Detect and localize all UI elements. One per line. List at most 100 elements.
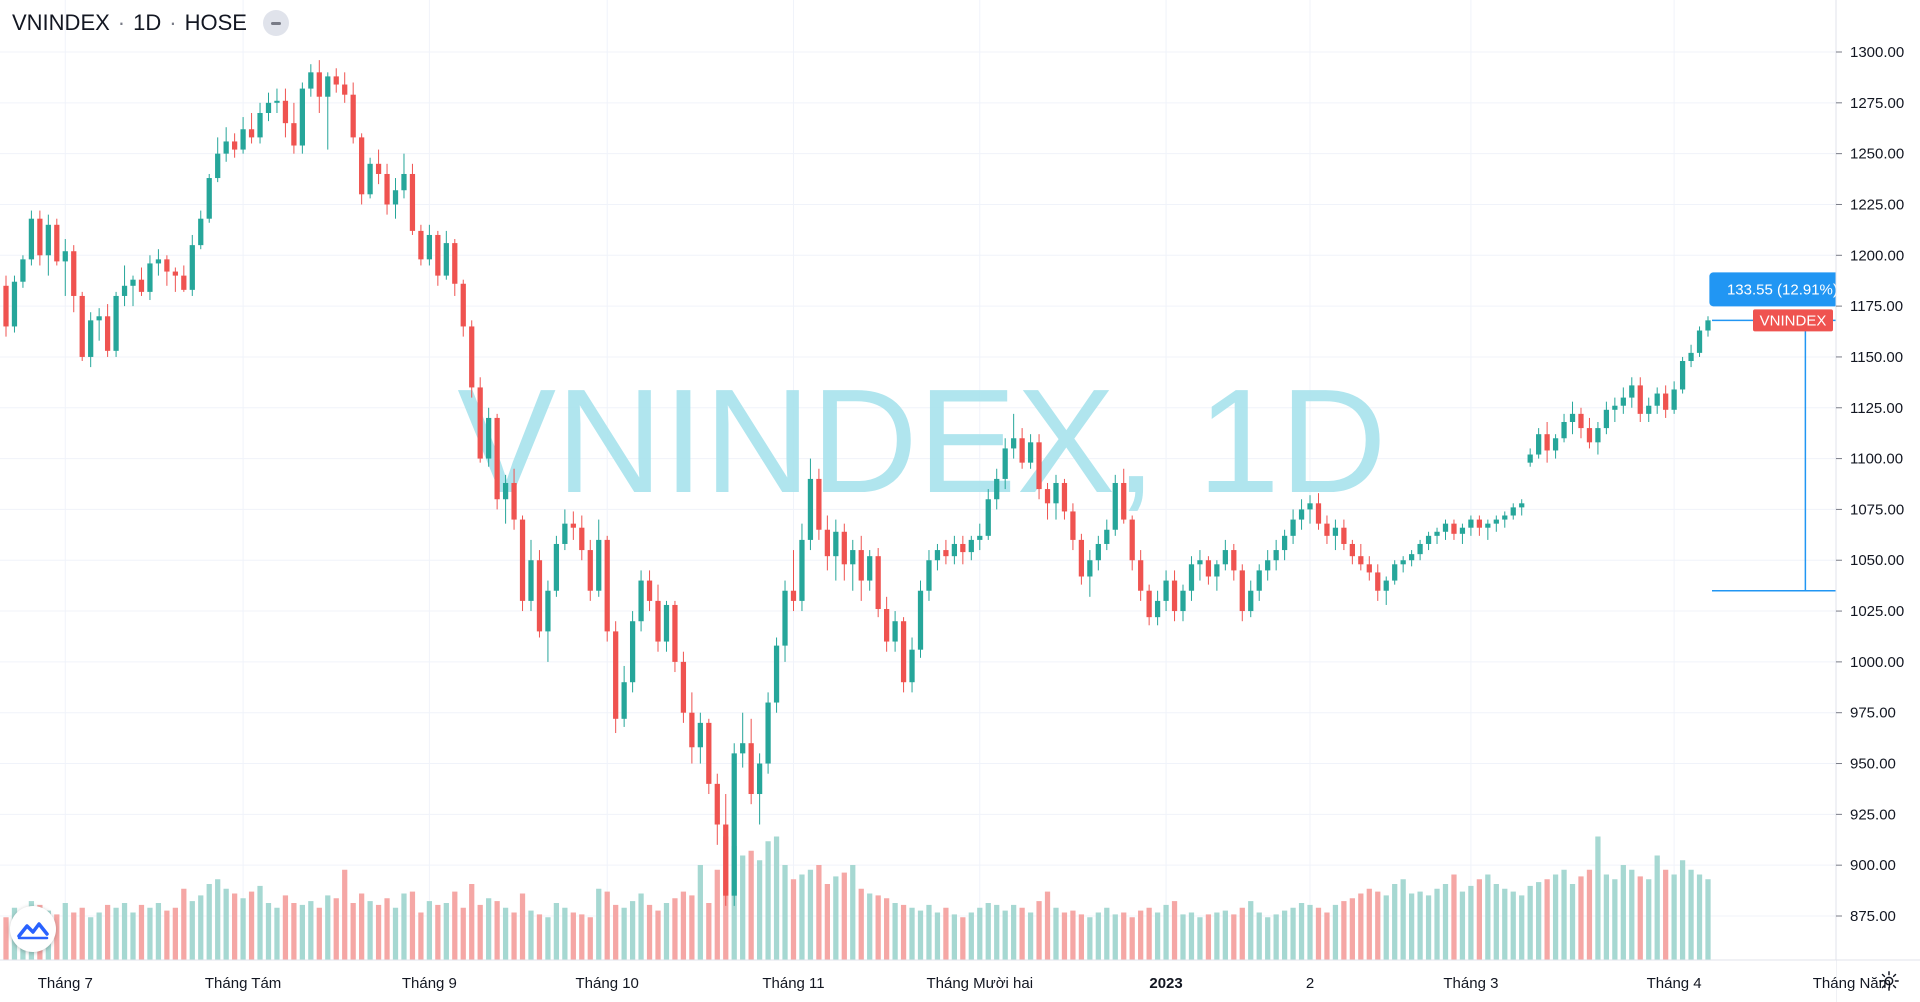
volume-bar — [215, 879, 221, 960]
candle-body — [511, 482, 517, 520]
symbol-header[interactable]: VNINDEX · 1D · HOSE — [12, 10, 289, 36]
volume-bar — [71, 912, 77, 960]
price-tick-label: 1275.00 — [1850, 95, 1904, 112]
candle — [968, 535, 974, 561]
candle — [629, 611, 636, 693]
candle-body — [1552, 438, 1559, 451]
candle — [604, 535, 610, 642]
volume-bar — [1061, 912, 1068, 960]
candle-body — [392, 190, 399, 205]
candle — [1696, 326, 1703, 357]
candle — [1104, 519, 1110, 551]
candle — [1002, 438, 1008, 490]
interval-label[interactable]: 1D — [133, 10, 162, 35]
candle-body — [740, 743, 746, 754]
volume-bar — [1468, 885, 1474, 960]
candle-body — [714, 783, 720, 825]
candle — [138, 267, 145, 296]
candle-body — [663, 604, 670, 642]
volume-bar — [1493, 884, 1499, 960]
candle-body — [164, 259, 170, 272]
candle-body — [172, 271, 178, 276]
candle — [782, 580, 788, 662]
candle — [164, 255, 170, 286]
gear-icon[interactable] — [1876, 968, 1902, 994]
volume-bar — [926, 904, 932, 960]
candle-layer — [3, 60, 1711, 906]
candle — [528, 539, 534, 612]
candle — [1544, 421, 1550, 463]
volume-bar — [1078, 914, 1085, 960]
volume-bar — [850, 865, 856, 960]
candle-body — [985, 499, 991, 536]
volume-bar — [1705, 879, 1711, 960]
candle — [130, 275, 136, 307]
volume-bar — [545, 917, 551, 960]
volume-bar — [54, 914, 60, 960]
candle-body — [1061, 482, 1068, 512]
candle-body — [181, 275, 187, 290]
candle-body — [359, 137, 365, 195]
candle — [1425, 531, 1432, 551]
candle — [37, 210, 43, 266]
candle-body — [1688, 352, 1694, 362]
candle — [1027, 434, 1034, 469]
price-tick-label: 1125.00 — [1850, 400, 1903, 417]
candle-body — [1053, 482, 1059, 504]
candle — [265, 92, 272, 122]
volume-bar — [1129, 917, 1135, 960]
candle-body — [1197, 560, 1203, 565]
candle-body — [706, 722, 712, 784]
candle-body — [1409, 554, 1415, 561]
volume-bar — [511, 912, 517, 960]
volume-bar — [452, 891, 458, 960]
minus-icon[interactable] — [262, 10, 289, 36]
candle — [1349, 539, 1355, 565]
candle — [155, 249, 162, 276]
candle-body — [1578, 413, 1584, 429]
candle — [1612, 397, 1618, 422]
candle-body — [900, 621, 907, 683]
candle — [299, 82, 305, 154]
candle-body — [968, 539, 974, 553]
volume-bar — [1349, 898, 1355, 960]
symbol-name[interactable]: VNINDEX — [12, 10, 110, 35]
candle — [206, 173, 212, 223]
candle — [858, 535, 864, 601]
volume-bar — [824, 884, 830, 960]
candle — [1527, 448, 1533, 467]
exchange-label: HOSE — [184, 10, 247, 35]
candle-body — [147, 263, 153, 292]
volume-bar — [867, 893, 873, 960]
candle-body — [1476, 519, 1482, 528]
candle-body — [121, 285, 128, 296]
candle-body — [248, 129, 255, 138]
candle — [189, 234, 195, 296]
price-tick-label: 900.00 — [1850, 857, 1896, 874]
volume-bar — [816, 865, 822, 960]
time-axis[interactable]: Tháng 7 Tháng Tám Tháng 9 Tháng 10 Tháng 11 T… — [0, 959, 1920, 1002]
volume-bar — [1281, 910, 1288, 960]
candle — [519, 515, 526, 612]
candle — [621, 665, 627, 727]
volume-bar — [198, 895, 204, 960]
candle — [1688, 344, 1694, 368]
volume-bar — [1019, 907, 1025, 960]
volume-bar — [1087, 917, 1093, 960]
candle-body — [765, 702, 771, 764]
volume-bar — [1536, 882, 1542, 960]
volume-bar — [1112, 914, 1118, 960]
price-axis[interactable]: 875.00 900.00 925.00 950.00 975.00 1000.00 102… — [1835, 0, 1920, 1002]
candle — [663, 600, 670, 652]
volume-bar — [1171, 901, 1178, 960]
candle — [325, 72, 331, 150]
volume-bar — [892, 903, 898, 960]
candle-body — [1561, 421, 1567, 439]
candle-body — [1485, 523, 1491, 528]
candle-body — [909, 649, 915, 683]
tradingview-logo-icon[interactable] — [10, 906, 56, 952]
candle-body — [884, 609, 890, 642]
volume-bar — [172, 907, 178, 960]
